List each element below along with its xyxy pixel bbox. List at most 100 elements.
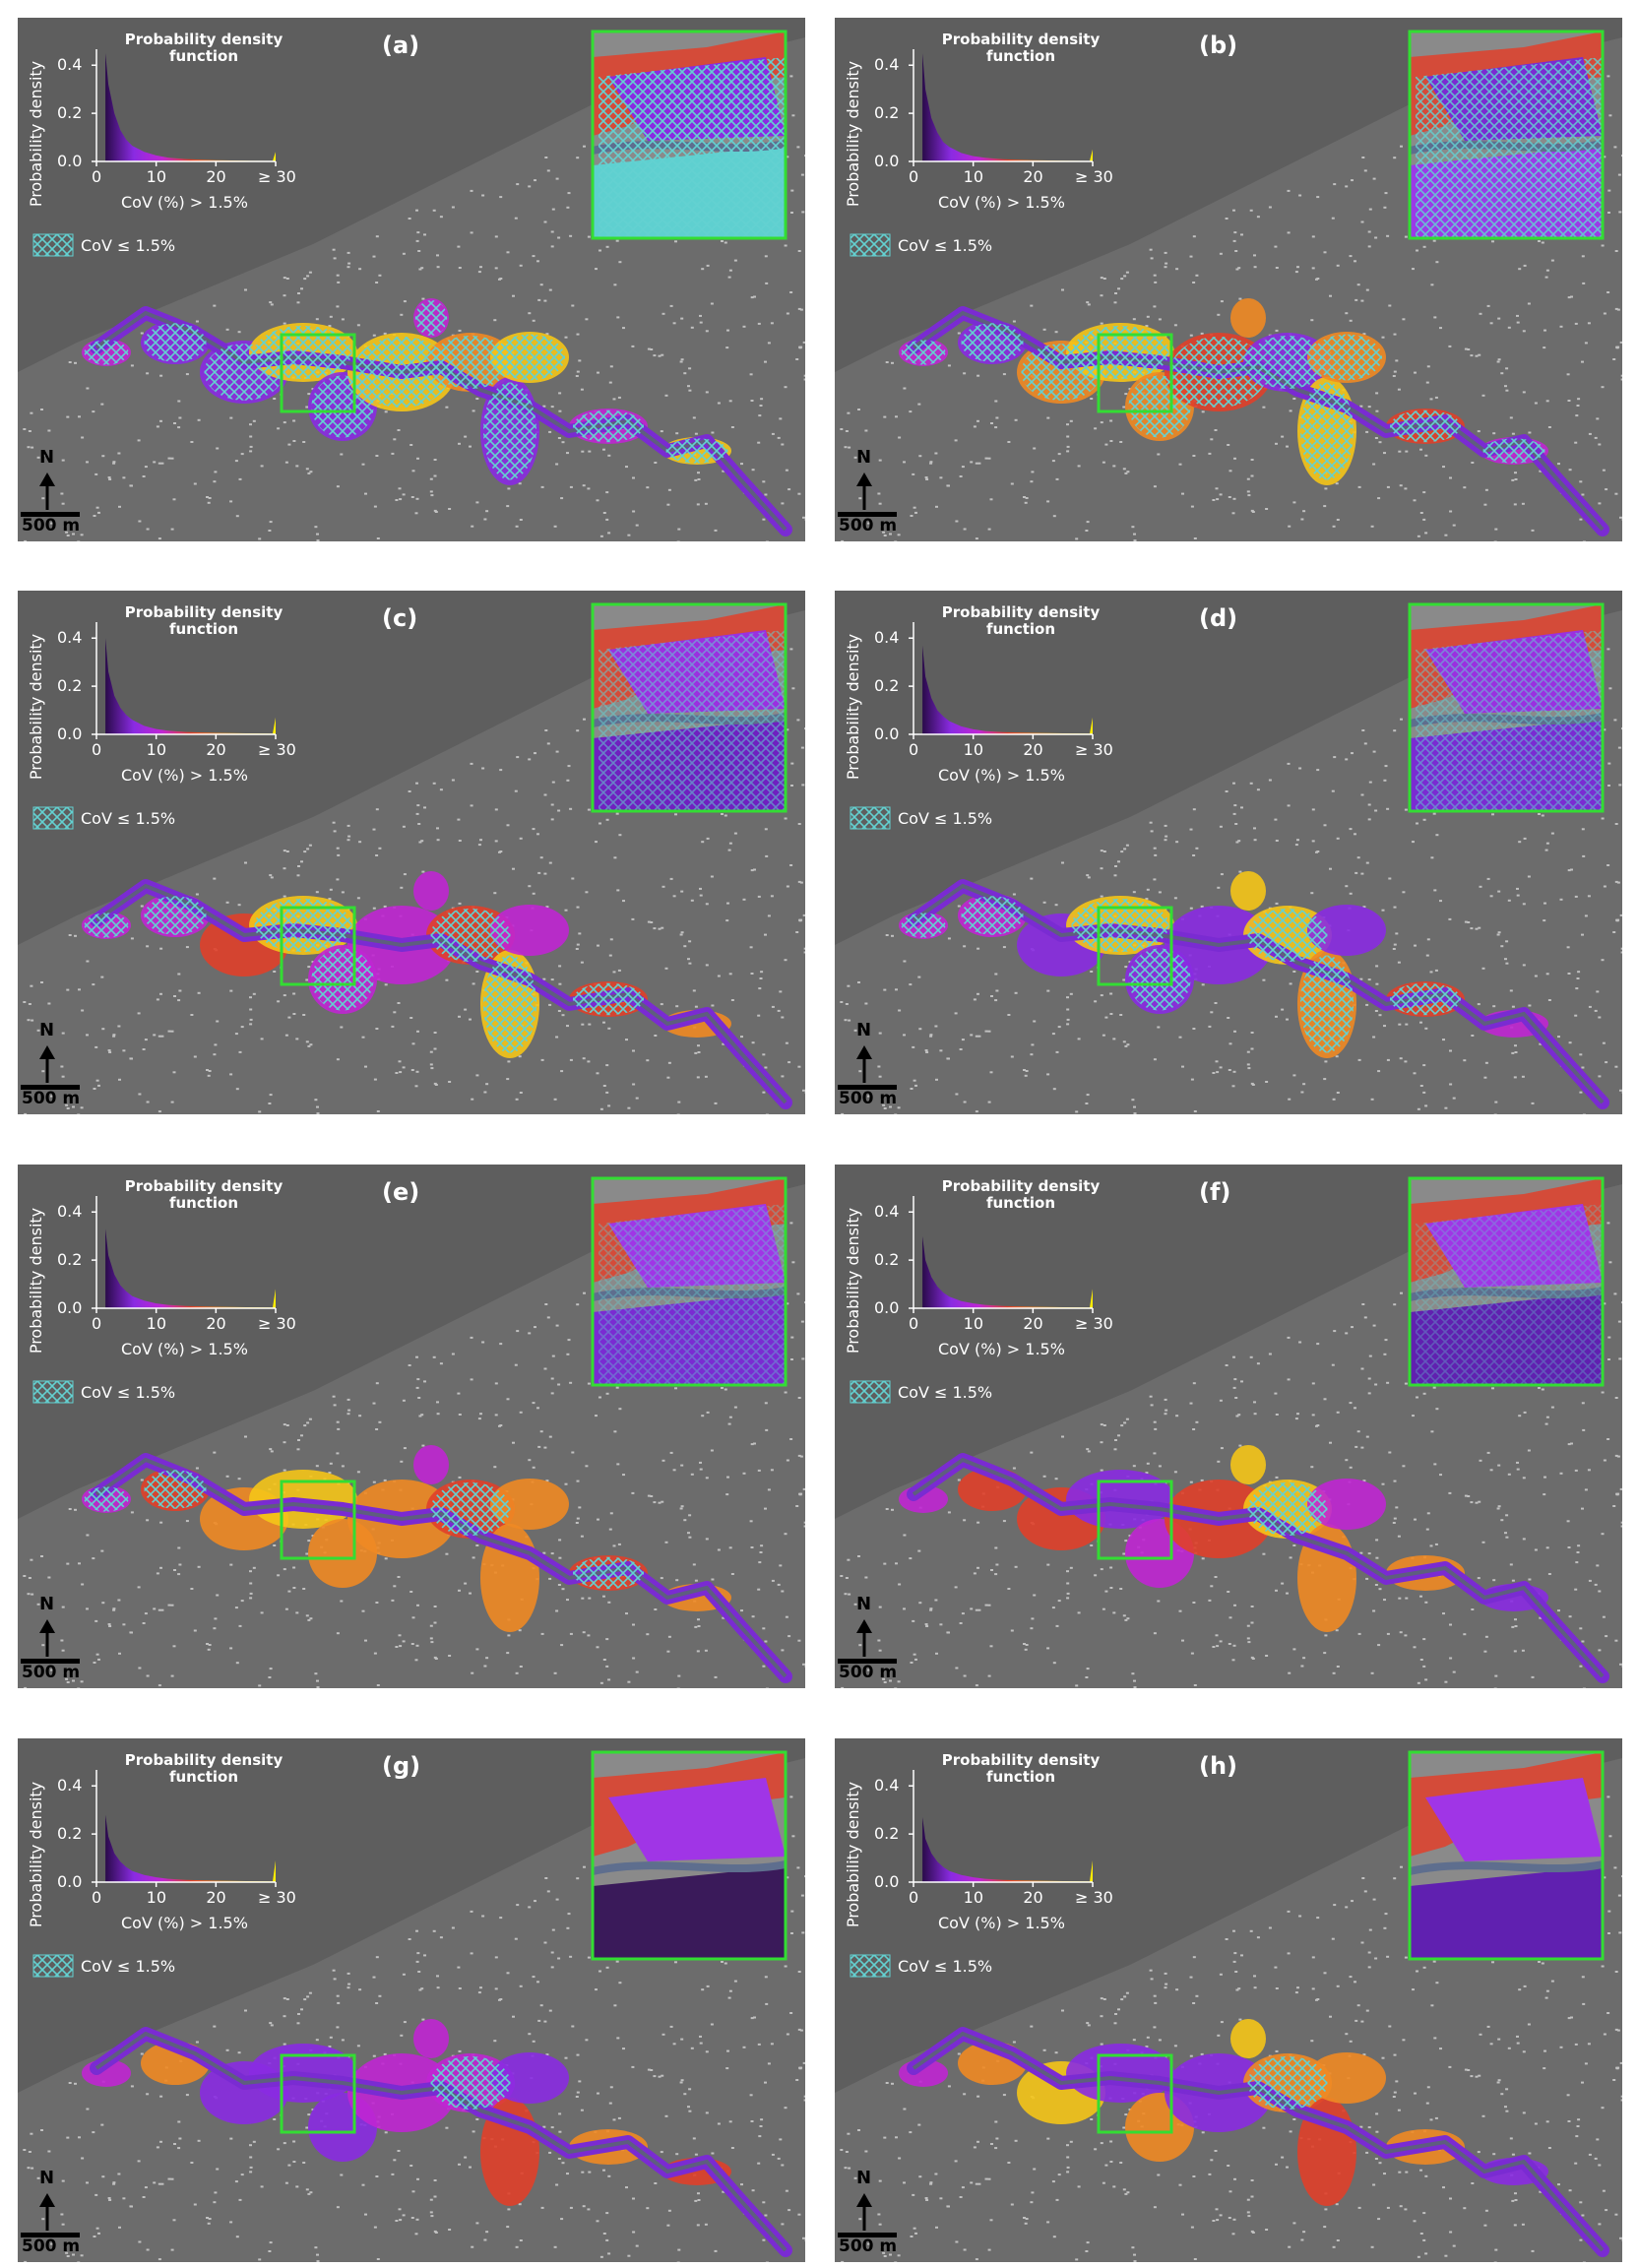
pdf-y-tick-label: 0.2 (874, 676, 900, 696)
panel-label: (c) (382, 604, 418, 632)
legend-hatch-swatch (850, 233, 891, 257)
hatch-zone (84, 340, 129, 365)
hatch-zone (573, 410, 644, 443)
pdf-chart (909, 622, 1094, 739)
zoom-inset-border (591, 1176, 788, 1387)
hatch-zone (1169, 337, 1268, 408)
flood-extent (899, 2019, 1609, 2257)
flood-map (835, 1738, 1622, 2262)
low-cov-hatch (1247, 1482, 1328, 1536)
pdf-x-tick-label: 0 (92, 1888, 102, 1907)
pdf-chart (909, 1770, 1094, 1887)
map-panel: (e) Probability density function Probabili… (18, 1165, 805, 1688)
hatch-zone (573, 982, 644, 1016)
flood-map (18, 591, 805, 1114)
hatch-zone (254, 326, 352, 379)
hatch-zone (1247, 336, 1328, 389)
pdf-x-label: CoV (%) > 1.5% (938, 1914, 1065, 1932)
scale-bar (838, 2233, 897, 2237)
legend-label: CoV ≤ 1.5% (898, 1383, 993, 1402)
pdf-y-tick-label: 0.2 (57, 1250, 83, 1270)
north-label: N (856, 2168, 872, 2188)
zoom-box (1097, 2053, 1173, 2134)
hatch-zone (901, 913, 946, 938)
zoom-box (280, 2053, 356, 2134)
map-panel: (b) Probability density function Probabili… (835, 18, 1622, 541)
pdf-chart (92, 1196, 277, 1313)
map-panel: (a) Probability density function Probabili… (18, 18, 805, 541)
flood-zone (1307, 2052, 1386, 2104)
pdf-area (922, 1235, 1093, 1308)
north-arrow-icon (856, 1619, 872, 1657)
north-arrow-icon (856, 2193, 872, 2231)
hatch-zone (430, 336, 511, 389)
pdf-x-tick-label: 10 (146, 167, 167, 186)
flood-zone (413, 2019, 449, 2058)
flood-zone (1230, 871, 1266, 911)
pdf-title: Probability density function (941, 31, 1101, 65)
flood-zone (490, 1479, 569, 1530)
zoom-inset-border (1408, 1176, 1605, 1387)
north-label: N (39, 447, 55, 468)
sea (18, 18, 805, 372)
pdf-x-tick-label: 20 (1023, 167, 1043, 186)
pdf-x-tick-label: 10 (963, 740, 984, 759)
zoom-inset (591, 1176, 788, 1387)
pdf-x-label: CoV (%) > 1.5% (121, 1914, 248, 1932)
pdf-y-label: Probability density (27, 633, 45, 781)
scale-bar (21, 2233, 80, 2237)
hatch-zone (483, 382, 536, 480)
zoom-box (280, 333, 356, 413)
pdf-x-label: CoV (%) > 1.5% (121, 193, 248, 212)
hatch-zone (1311, 334, 1382, 381)
pdf-area (922, 1817, 1093, 1882)
pdf-y-tick-label: 0.4 (57, 55, 83, 75)
hatch-zone (1247, 1482, 1328, 1536)
urban-buildings (840, 640, 1622, 1114)
hatch-zone (311, 948, 374, 1011)
legend-label: CoV ≤ 1.5% (81, 809, 176, 828)
flood-zone (490, 905, 569, 956)
map-panel: (f) Probability density function Probabili… (835, 1165, 1622, 1688)
map-panel: (g) Probability density function Probabili… (18, 1738, 805, 2262)
flood-map (18, 18, 805, 541)
pdf-y-tick-label: 0.0 (57, 1298, 83, 1317)
hatch-zone (1390, 982, 1461, 1016)
zoom-inset-border (591, 602, 788, 813)
pdf-x-tick-label: 0 (909, 1888, 919, 1907)
pdf-area (922, 53, 1093, 161)
pdf-title: Probability density function (941, 603, 1101, 638)
scale-label: 500 m (839, 516, 898, 536)
zoom-inset-border (1408, 602, 1605, 813)
pdf-y-label: Probability density (844, 60, 862, 208)
scale-label: 500 m (22, 1089, 81, 1108)
hatch-zone (311, 375, 374, 438)
north-label: N (856, 447, 872, 468)
legend-label: CoV ≤ 1.5% (898, 1957, 993, 1976)
hatch-zone (430, 1482, 511, 1536)
pdf-x-tick-label: 0 (909, 1314, 919, 1333)
map-panel: (c) Probability density function Probabili… (18, 591, 805, 1114)
pdf-title: Probability density function (124, 1751, 284, 1786)
pdf-area (922, 645, 1093, 734)
legend-hatch-swatch (32, 1380, 74, 1404)
zoom-inset-border (591, 1750, 788, 1961)
pdf-y-label: Probability density (844, 1781, 862, 1928)
north-arrow-icon (856, 1045, 872, 1083)
pdf-x-label: CoV (%) > 1.5% (121, 1340, 248, 1358)
pdf-y-tick-label: 0.4 (874, 55, 900, 75)
scale-label: 500 m (22, 516, 81, 536)
pdf-y-tick-label: 0.4 (874, 1776, 900, 1796)
scale-bar (838, 512, 897, 517)
pdf-x-tick-label: 20 (206, 740, 226, 759)
north-label: N (856, 1594, 872, 1614)
pdf-y-tick-label: 0.0 (874, 152, 900, 170)
scale-bar (838, 1659, 897, 1664)
scale-bar (21, 1085, 80, 1090)
zoom-inset (1408, 1750, 1605, 1961)
pdf-y-tick-label: 0.4 (874, 1202, 900, 1222)
north-arrow-icon (39, 1045, 55, 1083)
flood-map (18, 1738, 805, 2262)
pdf-y-tick-label: 0.2 (57, 103, 83, 123)
pdf-x-tick-label: 20 (206, 1888, 226, 1907)
